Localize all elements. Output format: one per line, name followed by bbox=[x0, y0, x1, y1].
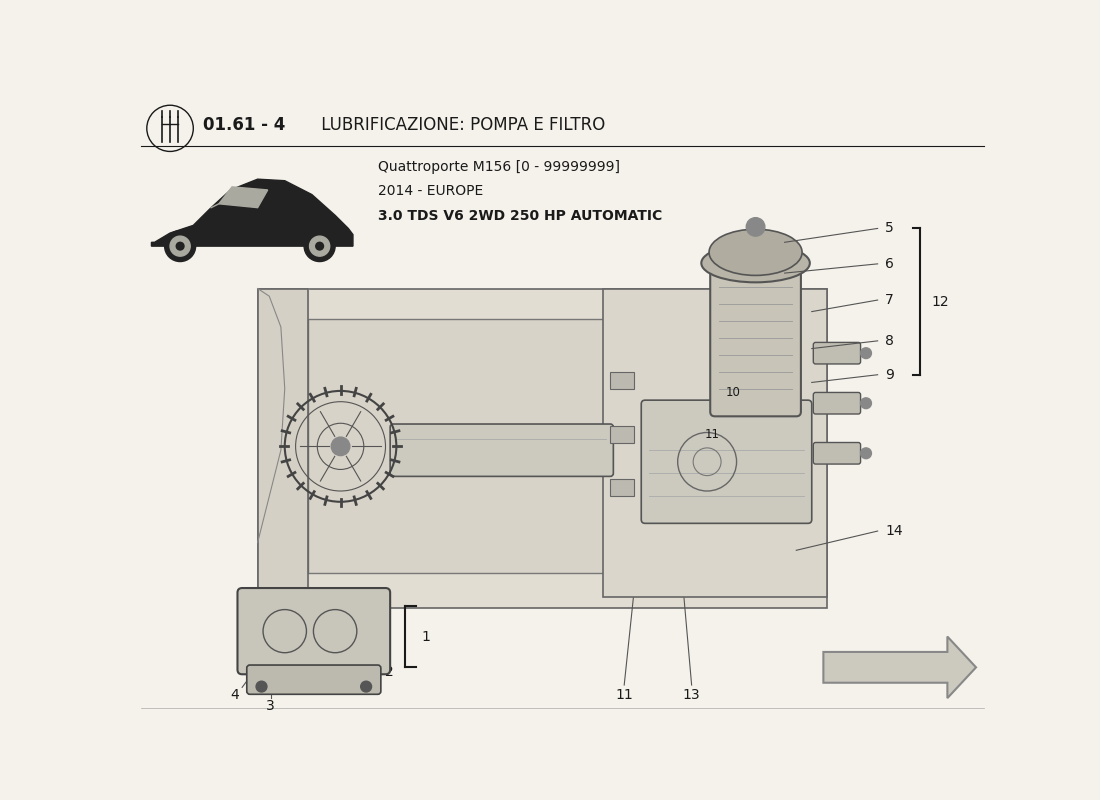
Text: 9: 9 bbox=[886, 368, 894, 382]
Text: 5: 5 bbox=[886, 222, 894, 235]
Text: 6: 6 bbox=[886, 257, 894, 271]
Circle shape bbox=[860, 348, 871, 358]
FancyBboxPatch shape bbox=[813, 393, 860, 414]
FancyBboxPatch shape bbox=[238, 588, 390, 674]
Text: 2014 - EUROPE: 2014 - EUROPE bbox=[377, 185, 483, 198]
FancyBboxPatch shape bbox=[610, 426, 634, 442]
Circle shape bbox=[165, 230, 196, 262]
Circle shape bbox=[316, 242, 323, 250]
Circle shape bbox=[309, 236, 330, 256]
Text: 2: 2 bbox=[385, 665, 394, 679]
Circle shape bbox=[860, 448, 871, 458]
FancyBboxPatch shape bbox=[711, 265, 801, 416]
FancyBboxPatch shape bbox=[390, 424, 614, 476]
Polygon shape bbox=[257, 289, 308, 608]
FancyBboxPatch shape bbox=[641, 400, 812, 523]
Text: 14: 14 bbox=[886, 524, 903, 538]
FancyBboxPatch shape bbox=[813, 342, 860, 364]
Circle shape bbox=[176, 242, 184, 250]
Text: 3: 3 bbox=[266, 699, 275, 713]
Polygon shape bbox=[219, 187, 267, 208]
Text: LUBRIFICAZIONE: POMPA E FILTRO: LUBRIFICAZIONE: POMPA E FILTRO bbox=[316, 116, 605, 134]
FancyBboxPatch shape bbox=[246, 665, 381, 694]
Polygon shape bbox=[824, 637, 976, 698]
Text: Quattroporte M156 [0 - 99999999]: Quattroporte M156 [0 - 99999999] bbox=[377, 160, 619, 174]
Circle shape bbox=[746, 218, 764, 236]
FancyBboxPatch shape bbox=[813, 442, 860, 464]
Text: 11: 11 bbox=[615, 688, 634, 702]
Text: 01.61 - 4: 01.61 - 4 bbox=[204, 116, 286, 134]
Text: 10: 10 bbox=[725, 386, 740, 399]
Polygon shape bbox=[152, 179, 353, 246]
Circle shape bbox=[170, 236, 190, 256]
FancyBboxPatch shape bbox=[610, 479, 634, 496]
FancyBboxPatch shape bbox=[308, 319, 758, 574]
FancyBboxPatch shape bbox=[257, 289, 827, 608]
Text: 13: 13 bbox=[683, 688, 701, 702]
Circle shape bbox=[304, 230, 336, 262]
Text: 7: 7 bbox=[886, 293, 894, 307]
FancyBboxPatch shape bbox=[610, 372, 634, 389]
Circle shape bbox=[331, 437, 350, 455]
FancyBboxPatch shape bbox=[603, 289, 827, 597]
Circle shape bbox=[860, 398, 871, 409]
Text: 4: 4 bbox=[230, 688, 239, 702]
Circle shape bbox=[256, 682, 267, 692]
Text: 12: 12 bbox=[932, 294, 949, 309]
Circle shape bbox=[361, 682, 372, 692]
Text: 8: 8 bbox=[886, 334, 894, 348]
Text: 1: 1 bbox=[422, 630, 431, 643]
Ellipse shape bbox=[710, 230, 802, 275]
Ellipse shape bbox=[702, 244, 810, 282]
Text: 3.0 TDS V6 2WD 250 HP AUTOMATIC: 3.0 TDS V6 2WD 250 HP AUTOMATIC bbox=[377, 209, 662, 223]
Text: 11: 11 bbox=[705, 428, 720, 442]
